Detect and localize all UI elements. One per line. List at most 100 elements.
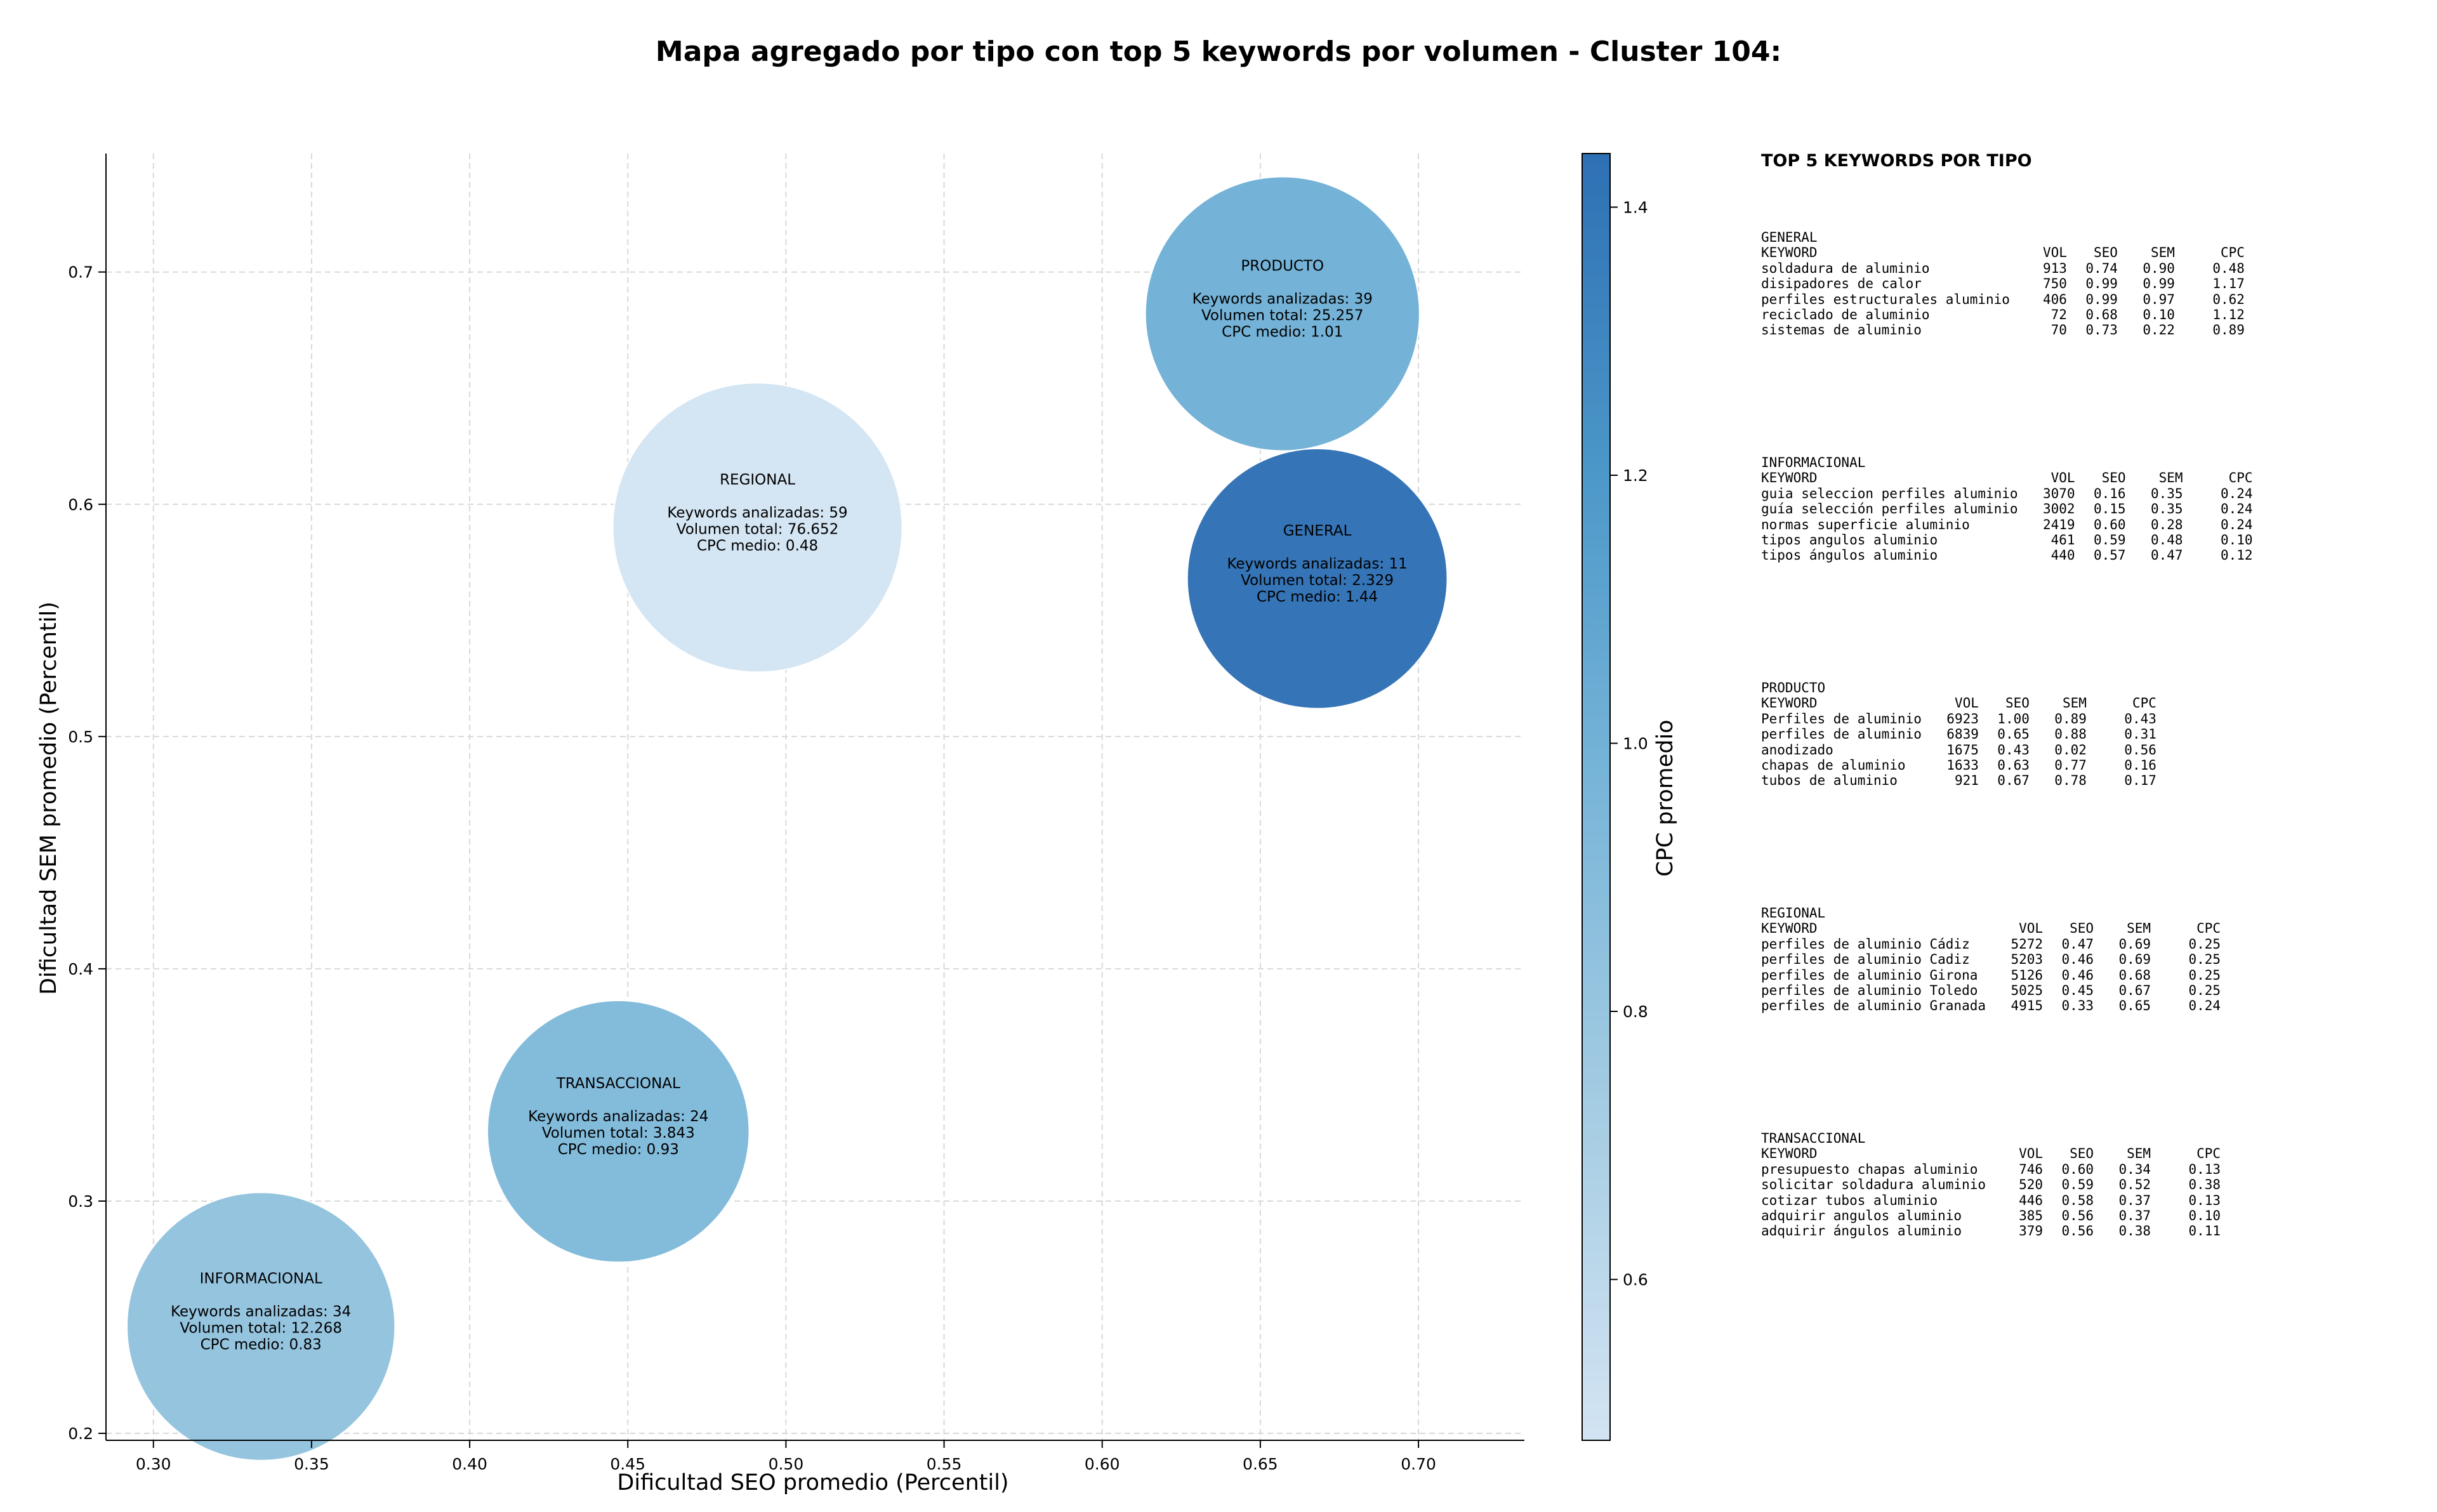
chart-title: Mapa agregado por tipo con top 5 keyword… [656, 36, 1781, 68]
sem-cell: 0.22 [2143, 322, 2175, 338]
keyword-row: reciclado de aluminio 72 0.68 0.10 1.12 [1761, 307, 2245, 322]
header-cpc: CPC [2228, 470, 2253, 486]
vol-cell: 5126 [2011, 967, 2044, 983]
header-seo: SEO [2070, 1146, 2094, 1162]
bubble-volume: Volumen total: 76.652 [677, 521, 839, 537]
cpc-cell: 0.13 [2188, 1161, 2221, 1177]
header-seo: SEO [2094, 245, 2118, 261]
seo-cell: 0.60 [2061, 1161, 2094, 1177]
seo-cell: 0.65 [1997, 726, 2030, 742]
cpc-cell: 1.12 [2212, 307, 2245, 323]
y-axis-label: Dificultad SEM promedio (Percentil) [36, 602, 62, 995]
keyword-cell: soldadura de aluminio [1761, 260, 1930, 276]
bubble [487, 999, 750, 1263]
sem-cell: 0.89 [2054, 711, 2087, 726]
seo-cell: 0.47 [2061, 936, 2094, 952]
seo-cell: 0.57 [2094, 548, 2126, 563]
seo-cell: 0.59 [2061, 1177, 2094, 1193]
keyword-cell: presupuesto chapas aluminio [1761, 1161, 1978, 1177]
sem-cell: 0.47 [2151, 548, 2183, 563]
keyword-cell: tubos de aluminio [1761, 773, 1898, 789]
bubble-label: TRANSACCIONAL [556, 1075, 680, 1092]
seo-cell: 0.56 [2061, 1223, 2094, 1239]
x-tick-label: 0.35 [294, 1455, 329, 1473]
header-cpc: CPC [2196, 921, 2221, 937]
header-sem: SEM [2127, 1146, 2151, 1162]
cpc-cell: 0.31 [2124, 726, 2156, 742]
keyword-row: tubos de aluminio 921 0.67 0.78 0.17 [1761, 773, 2156, 788]
cpc-cell: 0.24 [2221, 501, 2253, 517]
cpc-cell: 0.13 [2188, 1192, 2221, 1208]
keyword-table: KEYWORD VOL SEO SEM CPC guia seleccion perfil… [1761, 470, 2253, 563]
vol-cell: 379 [2019, 1223, 2044, 1239]
header-sem: SEM [2062, 695, 2087, 711]
cpc-cell: 0.10 [2188, 1208, 2221, 1224]
header-vol: VOL [1954, 695, 1979, 711]
x-axis-label: Dificultad SEO promedio (Percentil) [617, 1470, 1008, 1496]
keyword-cell: solicitar soldadura aluminio [1761, 1177, 1986, 1193]
x-tick-label: 0.60 [1085, 1455, 1120, 1473]
sem-cell: 0.28 [2151, 516, 2183, 532]
cpc-cell: 0.48 [2212, 260, 2245, 276]
keyword-group: REGIONAL KEYWORD VOL SEO SEM CPC perfiles de a… [1761, 905, 2221, 1014]
keyword-cell: tipos ángulos aluminio [1761, 548, 1938, 563]
bubble-volume: Volumen total: 12.268 [180, 1320, 342, 1337]
keyword-header-row: KEYWORD VOL SEO SEM CPC [1761, 1146, 2221, 1161]
keyword-row: perfiles de aluminio Girona 5126 0.46 0.68 0… [1761, 968, 2221, 983]
vol-cell: 5203 [2011, 952, 2044, 968]
cpc-cell: 0.43 [2124, 711, 2156, 726]
cpc-cell: 0.11 [2188, 1223, 2221, 1239]
cpc-cell: 1.17 [2212, 276, 2245, 292]
sem-cell: 0.37 [2118, 1208, 2151, 1224]
seo-cell: 0.58 [2061, 1192, 2094, 1208]
x-tick-label: 0.50 [769, 1455, 804, 1473]
vol-cell: 4915 [2011, 998, 2044, 1014]
vol-cell: 440 [2051, 548, 2075, 563]
bubble-cpc: CPC medio: 0.48 [697, 537, 818, 554]
vol-cell: 746 [2019, 1161, 2044, 1177]
header-sem: SEM [2158, 470, 2183, 486]
bubble-cpc: CPC medio: 0.83 [201, 1337, 322, 1353]
colorbar-tick-label: 0.6 [1623, 1271, 1648, 1289]
cpc-cell: 0.56 [2124, 742, 2156, 758]
y-tick-label: 0.7 [68, 263, 93, 282]
bubble-keywords: Keywords analizadas: 11 [1227, 556, 1407, 572]
keyword-row: adquirir angulos aluminio 385 0.56 0.37 0.10 [1761, 1208, 2221, 1223]
vol-cell: 3002 [2043, 501, 2075, 517]
header-seo: SEO [2005, 695, 2030, 711]
header-vol: VOL [2019, 921, 2044, 937]
keyword-cell: cotizar tubos aluminio [1761, 1192, 1938, 1208]
sem-cell: 0.10 [2143, 307, 2175, 323]
keyword-table: KEYWORD VOL SEO SEM CPC perfiles de aluminio … [1761, 921, 2221, 1013]
cpc-cell: 0.38 [2188, 1177, 2221, 1193]
panel-title: TOP 5 KEYWORDS POR TIPO [1761, 151, 2032, 171]
header-seo: SEO [2101, 470, 2126, 486]
sem-cell: 0.69 [2118, 936, 2151, 952]
keyword-row: perfiles de aluminio Cadiz 5203 0.46 0.69 0.… [1761, 952, 2221, 967]
y-tick-label: 0.2 [68, 1424, 93, 1443]
keyword-cell: perfiles de aluminio Cadiz [1761, 952, 1970, 968]
bubble-keywords: Keywords analizadas: 59 [667, 504, 847, 521]
keyword-cell: reciclado de aluminio [1761, 307, 1930, 323]
bubble [126, 1192, 396, 1461]
seo-cell: 0.74 [2085, 260, 2118, 276]
colorbar-gradient [1582, 153, 1611, 1441]
vol-cell: 406 [2043, 291, 2067, 307]
vol-cell: 913 [2043, 260, 2067, 276]
sem-cell: 0.97 [2143, 291, 2175, 307]
vol-cell: 3070 [2043, 485, 2075, 501]
keyword-row: adquirir ángulos aluminio 379 0.56 0.38 0.11 [1761, 1223, 2221, 1239]
header-vol: VOL [2051, 470, 2075, 486]
bubble-keywords: Keywords analizadas: 34 [171, 1304, 351, 1320]
bubble-volume: Volumen total: 25.257 [1201, 308, 1364, 324]
keyword-cell: perfiles de aluminio Toledo [1761, 983, 1978, 999]
header-keyword: KEYWORD [1761, 695, 1818, 711]
vol-cell: 750 [2043, 276, 2067, 292]
sem-cell: 0.34 [2118, 1161, 2151, 1177]
colorbar-tick-label: 0.8 [1623, 1003, 1648, 1021]
bubble-label: REGIONAL [720, 471, 795, 488]
cpc-cell: 0.24 [2221, 516, 2253, 532]
seo-cell: 0.46 [2061, 967, 2094, 983]
colorbar: 0.6 0.8 1.0 1.2 1.4 [1582, 153, 1648, 1441]
header-vol: VOL [2019, 1146, 2044, 1162]
